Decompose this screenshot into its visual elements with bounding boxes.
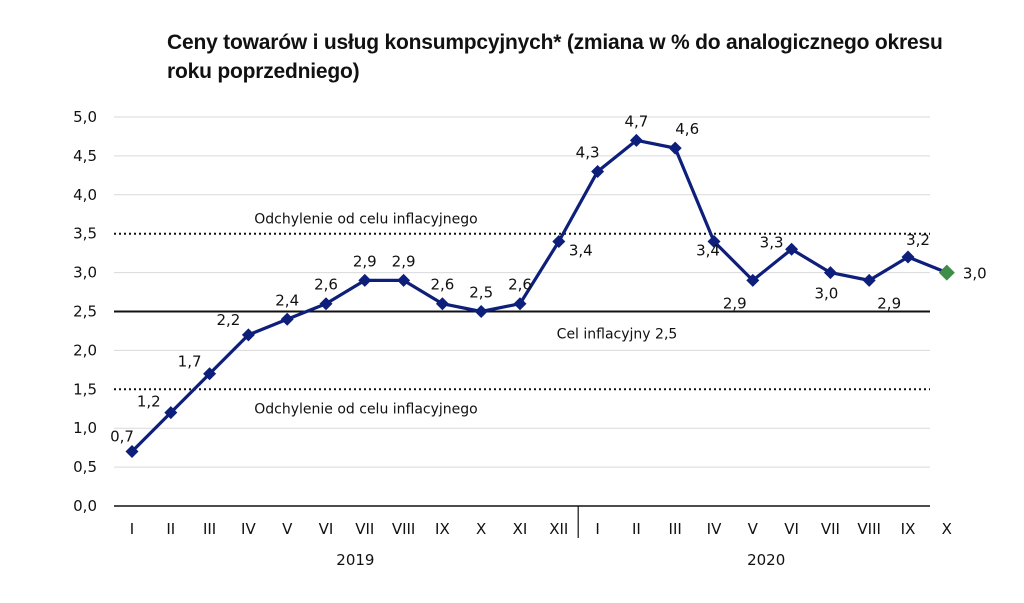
x-tick-label: VII: [355, 520, 374, 538]
data-label: 2,9: [392, 252, 416, 270]
data-label: 4,3: [576, 143, 600, 161]
data-label: 2,6: [508, 276, 532, 294]
x-tick-label: III: [203, 520, 216, 538]
data-label: 2,9: [877, 294, 901, 312]
y-tick-label: 4,0: [73, 186, 97, 204]
axes: 0,00,51,01,52,02,53,03,54,04,55,0I II III I…: [73, 108, 952, 569]
data-label: 2,9: [353, 252, 377, 270]
x-tick-label: X: [942, 520, 952, 538]
x-tick-label: II: [632, 520, 641, 538]
y-tick-label: 0,5: [73, 458, 97, 476]
x-tick-label: I: [595, 520, 599, 538]
data-label: 3,4: [569, 241, 593, 259]
chart-title: Ceny towarów i usług konsumpcyjnych* (zm…: [167, 31, 943, 83]
x-tick-label: I: [130, 520, 134, 538]
y-tick-label: 0,0: [73, 497, 97, 515]
data-point-marker: [552, 234, 566, 248]
data-point-marker: [862, 273, 876, 287]
x-tick-label: XII: [549, 520, 568, 538]
series-line: [130, 138, 948, 453]
data-label: 1,2: [137, 393, 161, 411]
data-point-marker: [397, 273, 411, 287]
data-point-marker: [319, 297, 333, 311]
data-point-marker: [938, 264, 955, 281]
x-tick-label: VIII: [392, 520, 416, 538]
data-label: 4,7: [624, 112, 648, 130]
data-point-marker: [474, 305, 488, 318]
y-tick-label: 1,5: [73, 380, 97, 398]
data-point-marker: [358, 273, 372, 287]
x-tick-label: XI: [513, 520, 528, 538]
x-tick-label: IX: [435, 520, 450, 538]
data-point-marker: [125, 445, 139, 459]
data-label: 2,6: [314, 276, 338, 294]
data-label: 3,0: [814, 285, 838, 303]
y-tick-label: 4,5: [73, 147, 97, 165]
y-tick-label: 3,5: [73, 225, 97, 243]
x-tick-label: II: [166, 520, 175, 538]
data-label: 3,3: [760, 233, 784, 251]
data-point-marker: [785, 242, 799, 256]
reference-line-label: Odchylenie od celu inflacyjnego: [254, 401, 478, 417]
data-label: 2,9: [723, 294, 747, 312]
x-tick-label: III: [669, 520, 682, 538]
data-point-marker: [203, 367, 217, 381]
data-point-marker: [746, 273, 760, 287]
data-point-marker: [164, 406, 178, 420]
data-label: 0,7: [110, 428, 134, 446]
data-point-marker: [668, 141, 682, 155]
data-point-marker: [435, 297, 449, 311]
data-point-marker: [241, 328, 255, 342]
y-tick-label: 3,0: [73, 264, 97, 282]
data-label: 2,2: [216, 311, 240, 329]
reference-lines: Odchylenie od celu inflacyjnego Cel infla…: [114, 212, 930, 417]
data-point-marker: [513, 297, 527, 311]
data-point-marker: [707, 234, 721, 248]
data-label: 2,4: [275, 291, 299, 309]
data-point-marker: [280, 312, 294, 326]
data-label: 2,6: [430, 276, 454, 294]
gridlines: [114, 116, 930, 468]
data-point-marker: [591, 164, 605, 178]
x-tick-label: VII: [821, 520, 840, 538]
reference-line-label: Cel inflacyjny 2,5: [557, 327, 678, 343]
x-tick-label: IX: [901, 520, 916, 538]
year-label: 2019: [336, 551, 374, 569]
reference-line-label: Odchylenie od celu inflacyjnego: [254, 212, 478, 228]
data-label: 3,2: [906, 231, 930, 249]
x-tick-label: VI: [319, 520, 334, 538]
x-tick-label: V: [282, 520, 293, 538]
data-label: 3,0: [963, 265, 987, 283]
x-tick-label: X: [476, 520, 486, 538]
data-point-marker: [901, 250, 915, 264]
x-tick-label: IV: [241, 520, 256, 538]
data-label: 2,5: [469, 284, 493, 302]
year-label: 2020: [747, 551, 785, 569]
y-tick-label: 2,0: [73, 341, 97, 359]
x-tick-label: IV: [707, 520, 722, 538]
x-tick-label: VIII: [857, 520, 881, 538]
y-tick-label: 2,5: [73, 303, 97, 321]
data-label: 1,7: [178, 353, 202, 371]
series-cpi: [125, 133, 955, 459]
data-point-marker: [823, 266, 837, 280]
data-labels: 0,71,2 1,7 2,2 2,4 2,6 2,9 2,9 2,6 2,5 2,6 3,4 4,3 4…: [110, 112, 987, 445]
x-tick-label: VI: [784, 520, 799, 538]
y-tick-label: 1,0: [73, 419, 97, 437]
x-tick-label: V: [748, 520, 759, 538]
data-point-marker: [629, 133, 643, 147]
data-label: 3,4: [696, 241, 720, 259]
data-label: 4,6: [675, 120, 699, 138]
y-tick-label: 5,0: [73, 108, 97, 126]
